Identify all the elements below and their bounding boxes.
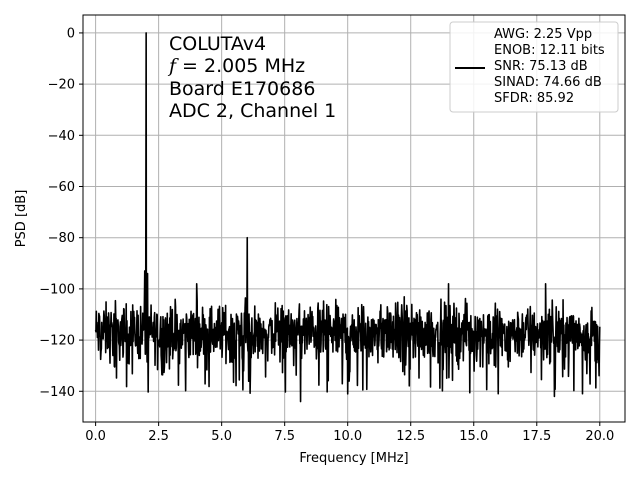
x-tick-label: 7.5	[274, 429, 295, 444]
legend-entry-sinad: SINAD: 74.66 dB	[494, 75, 602, 90]
x-tick-label: 17.5	[522, 429, 551, 444]
x-tick-label: 15.0	[459, 429, 488, 444]
y-tick-label: −120	[39, 334, 75, 349]
annotation-line-4: ADC 2, Channel 1	[169, 100, 336, 122]
grid-lines	[83, 15, 625, 422]
f-symbol: f	[167, 55, 179, 77]
x-tick-label: 5.0	[211, 429, 232, 444]
x-tick-label: 2.5	[148, 429, 169, 444]
psd-series	[94, 32, 601, 403]
psd-line	[94, 32, 601, 403]
legend-entry-snr: SNR: 75.13 dB	[494, 59, 588, 74]
y-tick-label: −40	[48, 129, 75, 144]
legend-entry-enob: ENOB: 12.11 bits	[494, 43, 605, 58]
x-tick-label: 20.0	[585, 429, 614, 444]
x-tick-label: 12.5	[396, 429, 425, 444]
y-tick-label: −80	[48, 231, 75, 246]
legend-box	[449, 21, 619, 113]
annotation-line-3: Board E170686	[169, 78, 315, 100]
annotation-line-1: COLUTAv4	[169, 33, 266, 55]
legend-entry-awg: AWG: 2.25 Vpp	[494, 27, 592, 42]
legend-entry-sfdr: SFDR: 85.92	[494, 91, 574, 106]
y-axis-label: PSD [dB]	[14, 190, 29, 248]
y-tick-label: −60	[48, 180, 75, 195]
plot-frame	[82, 14, 626, 423]
y-tick-label: −20	[48, 78, 75, 93]
x-tick-label: 0.0	[85, 429, 106, 444]
legend: AWG: 2.25 Vpp ENOB: 12.11 bits SNR: 75.1…	[449, 21, 619, 113]
annotation-frequency: = 2.005 MHz	[182, 55, 305, 77]
annotation-line-2: f = 2.005 MHz	[167, 55, 305, 77]
x-axis-label: Frequency [MHz]	[299, 451, 408, 466]
y-tick-label: −100	[39, 282, 75, 297]
x-tick-label: 10.0	[333, 429, 362, 444]
y-tick-label: 0	[67, 26, 75, 41]
annotation-text: COLUTAv4 f = 2.005 MHz Board E170686 ADC …	[167, 33, 336, 122]
axis-ticks: 0.0 2.5 5.0 7.5 10.0 12.5 15.0 17.5 20.0 0 −20 −40 −…	[39, 26, 614, 444]
y-tick-label: −140	[39, 385, 75, 400]
